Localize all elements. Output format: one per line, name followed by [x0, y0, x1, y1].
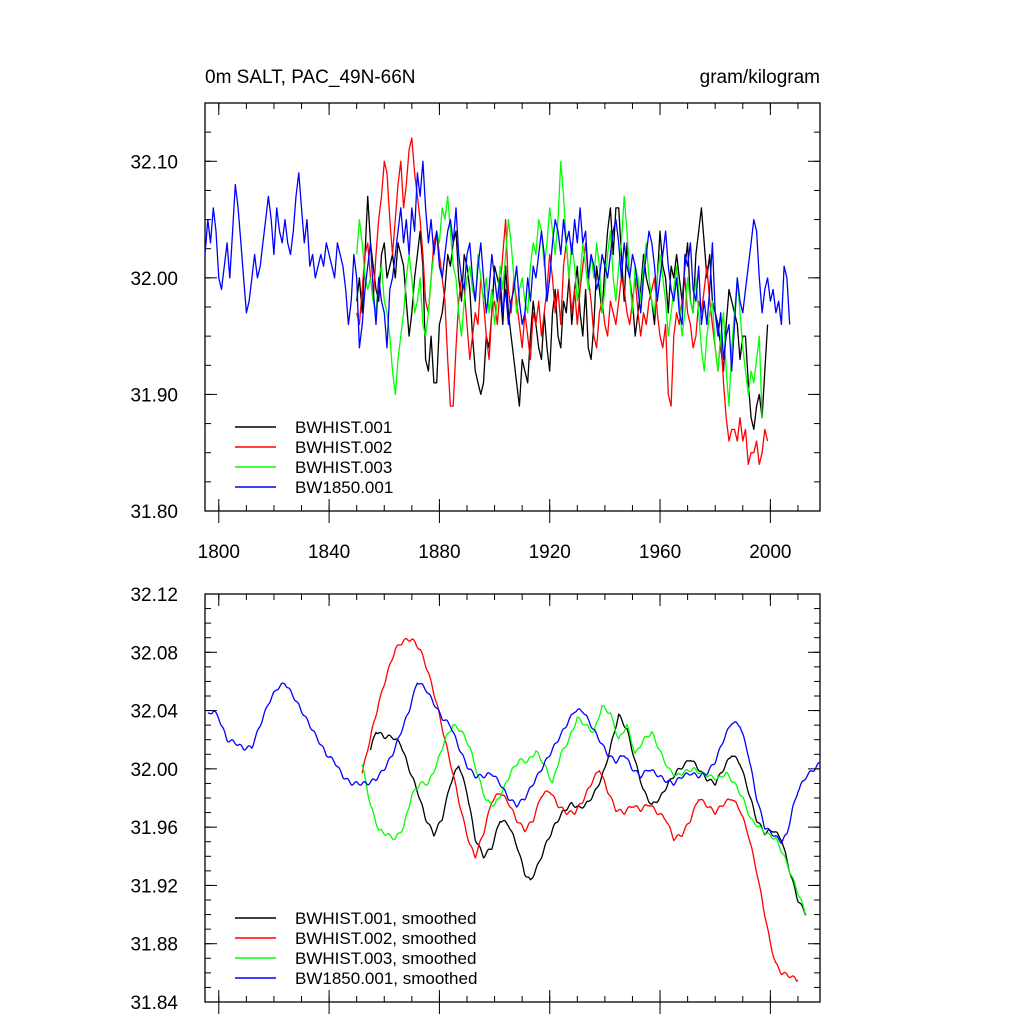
- x-tick-label: 1920: [529, 542, 571, 563]
- y-tick-label: 31.90: [130, 385, 178, 406]
- y-tick-label: 31.96: [130, 818, 178, 839]
- legend-label: BW1850.001, smoothed: [295, 969, 477, 988]
- series-line: [361, 637, 799, 982]
- x-tick-label: 2000: [749, 542, 791, 563]
- y-tick-label: 31.80: [130, 502, 178, 523]
- y-tick-label: 32.08: [130, 643, 178, 664]
- y-tick-label: 32.10: [130, 152, 178, 173]
- y-tick-label: 32.04: [130, 702, 178, 723]
- y-tick-label: 32.00: [130, 269, 178, 290]
- bottom-series-group: [207, 637, 821, 982]
- y-tick-label: 32.12: [130, 585, 178, 606]
- bottom-axis-ticks: 31.84 31.88 31.92 31.96 32.00 32.04 32.08 32.12: [130, 585, 820, 1014]
- panel-title-right: gram/kilogram: [700, 67, 820, 88]
- series-line: [356, 137, 769, 466]
- y-tick-label: 31.88: [130, 935, 178, 956]
- legend-label: BWHIST.002: [295, 438, 392, 457]
- y-tick-label: 31.84: [130, 993, 178, 1014]
- legend-label: BWHIST.002, smoothed: [295, 929, 476, 948]
- x-tick-label: 1800: [198, 542, 240, 563]
- panel-title-left: 0m SALT, PAC_49N-66N: [205, 67, 416, 88]
- legend-label: BWHIST.001, smoothed: [295, 909, 476, 928]
- series-line: [204, 160, 791, 372]
- top-panel: 31.80 31.90 32.00 32.10 1800 1840 1880 1920 1960…: [130, 102, 821, 563]
- x-tick-label: 1880: [418, 542, 460, 563]
- legend-label: BW1850.001: [295, 478, 393, 497]
- y-tick-label: 32.00: [130, 760, 178, 781]
- top-series-group: [204, 137, 791, 466]
- y-tick-label: 31.92: [130, 876, 178, 897]
- x-tick-label: 1840: [308, 542, 350, 563]
- series-line: [356, 195, 769, 431]
- x-tick-label: 1960: [639, 542, 681, 563]
- series-line: [369, 713, 807, 916]
- top-axis-ticks: 31.80 31.90 32.00 32.10 1800 1840 1880 1920 1960…: [130, 102, 820, 563]
- legend-label: BWHIST.001: [295, 418, 392, 437]
- legend-label: BWHIST.003: [295, 458, 392, 477]
- bottom-panel: 31.84 31.88 31.92 31.96 32.00 32.04 32.08 32.12…: [130, 585, 821, 1014]
- series-line: [207, 682, 821, 845]
- legend-label: BWHIST.003, smoothed: [295, 949, 476, 968]
- series-line: [361, 704, 807, 916]
